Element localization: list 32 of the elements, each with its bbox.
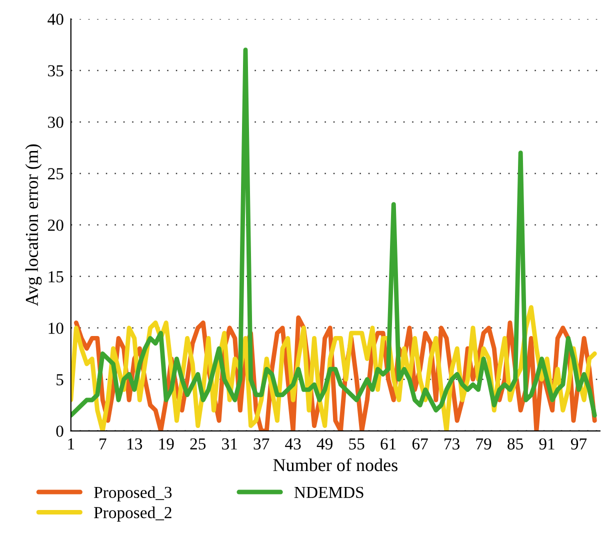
y-tick-label: 20 — [48, 220, 64, 231]
legend-label: NDEMDS — [294, 486, 364, 498]
x-tick-label: 97 — [570, 438, 587, 450]
x-tick-label: 79 — [476, 438, 492, 450]
x-tick-label: 55 — [349, 438, 364, 450]
x-tick-label: 19 — [159, 438, 174, 450]
y-tick-label: 10 — [48, 322, 64, 334]
legend-label: Proposed_3 — [94, 486, 172, 502]
x-tick-label: 91 — [539, 438, 554, 450]
x-tick-label: 85 — [508, 438, 523, 450]
legend-label: Proposed_2 — [94, 506, 172, 522]
y-tick-label: 35 — [48, 65, 64, 76]
x-tick-label: 7 — [100, 438, 106, 450]
x-tick-label: 43 — [285, 438, 301, 450]
x-tick-label: 67 — [412, 438, 428, 450]
x-tick-label: 25 — [190, 438, 206, 450]
x-axis-title: Number of nodes — [273, 458, 398, 472]
x-tick-label: 31 — [222, 438, 237, 450]
y-tick-label: 40 — [48, 14, 64, 25]
x-tick-label: 13 — [128, 438, 142, 450]
y-tick-label: 0 — [56, 426, 64, 437]
y-tick-label: 25 — [48, 168, 64, 180]
x-tick-label: 49 — [316, 438, 332, 450]
line-series — [70, 48, 597, 418]
x-tick-label: 37 — [254, 438, 270, 450]
x-tick-label: 61 — [380, 438, 396, 450]
y-axis-title: Avg location error (m) — [25, 144, 42, 306]
y-tick-label: 15 — [48, 271, 64, 282]
y-tick-label: 5 — [56, 374, 64, 386]
x-tick-label: 1 — [68, 438, 74, 450]
x-tick-label: 73 — [444, 438, 460, 450]
y-tick-label: 30 — [48, 116, 64, 128]
